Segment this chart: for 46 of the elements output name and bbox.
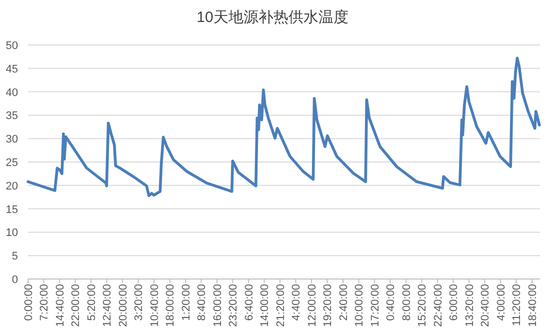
y-tick-label: 15 — [6, 204, 18, 216]
y-tick-label: 45 — [6, 63, 18, 76]
x-tick-label: 2:40:00 — [338, 284, 350, 321]
x-tick-label: 12:40:00 — [102, 284, 114, 327]
line-series — [26, 56, 541, 198]
x-tick-label: 22:40:00 — [432, 284, 444, 327]
y-tick-label: 25 — [6, 157, 18, 169]
x-tick-label: 0:40:00 — [385, 284, 398, 321]
y-tick-label: 20 — [6, 180, 18, 192]
x-tick-label: 14:00:00 — [259, 284, 272, 327]
x-tick-label: 6:00:00 — [448, 284, 460, 321]
x-tick-label: 4:00:00 — [495, 284, 508, 321]
x-tick-label: 23:20:00 — [228, 284, 240, 327]
x-tick-label: 11:20:00 — [511, 284, 524, 326]
x-tick-label: 4:40:00 — [290, 284, 303, 321]
y-tick-label: 50 — [6, 40, 18, 52]
y-tick-label: 5 — [12, 250, 18, 263]
x-tick-label: 13:20:00 — [464, 284, 476, 327]
x-tick-label: 12:00:00 — [306, 284, 318, 327]
x-tick-label: 20:40:00 — [480, 284, 492, 327]
y-tick-label: 30 — [6, 134, 18, 146]
x-tick-label: 18:40:00 — [526, 284, 539, 327]
y-tick-label: 40 — [6, 86, 18, 99]
x-tick-label: 14:40:00 — [54, 284, 66, 327]
x-tick-label: 17:20:00 — [369, 284, 382, 327]
x-tick-label: 20:00:00 — [117, 284, 130, 327]
y-tick-label: 35 — [6, 110, 18, 122]
x-tick-label: 0:00:00 — [23, 284, 35, 321]
y-tick-label: 10 — [6, 227, 18, 240]
x-tick-label: 21:20:00 — [274, 284, 287, 327]
x-tick-label: 3:20:00 — [133, 284, 146, 321]
x-tick-label: 10:40:00 — [148, 284, 161, 327]
chart-title: 10天地源补热供水温度 — [196, 9, 348, 26]
x-tick-label: 18:00:00 — [164, 284, 177, 327]
x-tick-label: 5:20:00 — [86, 284, 98, 321]
x-tick-label: 8:00:00 — [400, 284, 413, 321]
x-tick-label: 1:20:00 — [180, 284, 192, 321]
x-tick-label: 19:20:00 — [322, 284, 334, 327]
y-tick-label: 0 — [12, 274, 18, 286]
x-tick-label: 6:40:00 — [243, 284, 256, 321]
x-tick-label: 16:00:00 — [212, 284, 224, 327]
x-tick-label: 10:00:00 — [354, 284, 366, 327]
x-tick-label: 22:00:00 — [70, 284, 82, 327]
x-tick-label: 15:20:00 — [416, 284, 429, 327]
x-tick-label: 8:40:00 — [196, 284, 208, 321]
x-tick-label: 7:20:00 — [38, 284, 51, 321]
